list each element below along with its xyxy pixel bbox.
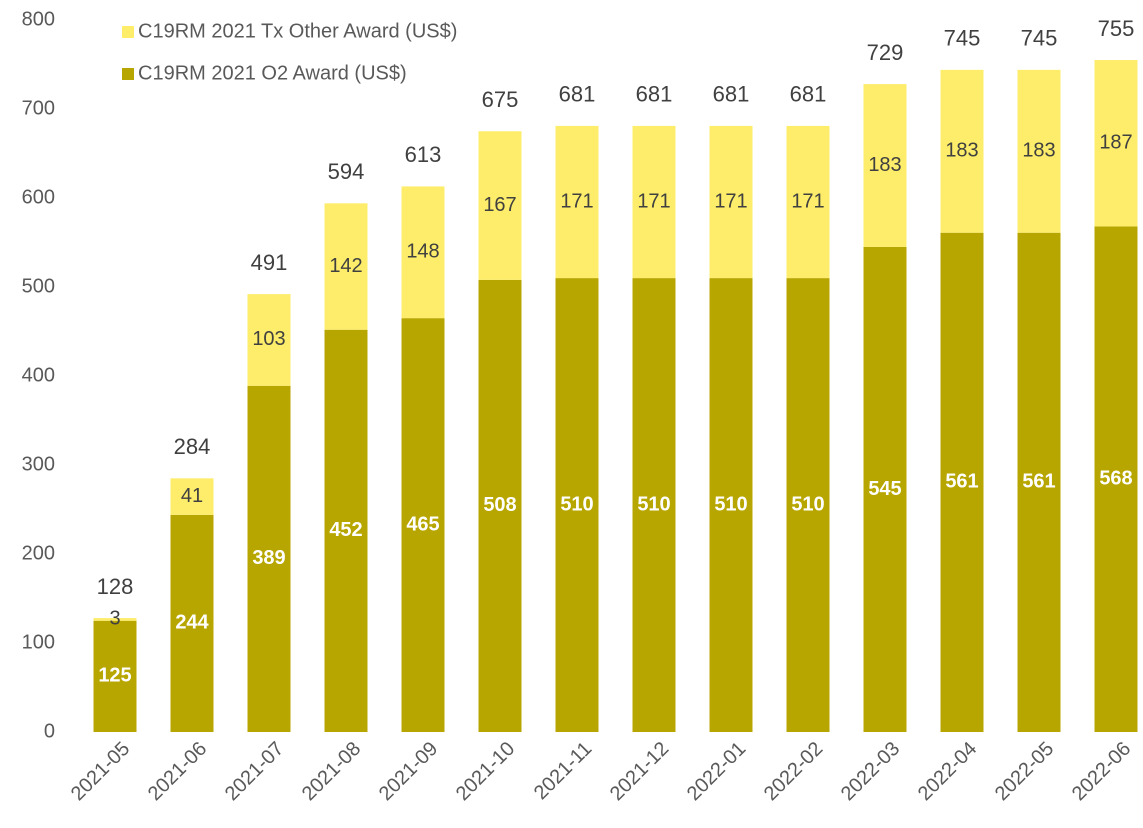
bar-segment (709, 125, 753, 279)
x-tick-label: 2022-06 (1068, 738, 1135, 805)
value-label: 510 (791, 493, 824, 515)
x-tick-label: 2021-11 (530, 738, 596, 804)
value-label: 183 (945, 140, 978, 162)
bar-segment (709, 278, 753, 732)
bar-segment (324, 329, 368, 732)
legend-label: C19RM 2021 O2 Award (US$) (138, 62, 407, 84)
total-label: 128 (97, 574, 134, 599)
bar-segment (1017, 232, 1061, 732)
x-tick-label: 2022-05 (991, 738, 1058, 805)
value-label: 561 (945, 471, 978, 493)
value-label: 125 (98, 665, 131, 687)
value-label: 510 (637, 493, 670, 515)
total-label: 729 (867, 40, 904, 65)
bar-segment (1017, 69, 1061, 233)
value-label: 41 (181, 485, 203, 507)
total-label: 594 (328, 159, 365, 184)
value-label: 3 (109, 608, 120, 630)
bar-segment (555, 125, 599, 279)
x-tick-label: 2021-12 (606, 738, 673, 805)
total-label: 675 (482, 87, 519, 112)
bar-segment (940, 69, 984, 233)
bar-segment (170, 514, 214, 732)
bar-segment (478, 279, 522, 732)
bar-segment (478, 131, 522, 280)
x-tick-label: 2021-08 (298, 738, 365, 805)
x-tick-label: 2022-04 (914, 738, 981, 805)
y-tick-label: 300 (22, 453, 55, 475)
x-tick-label: 2021-05 (67, 738, 134, 805)
bar-segment (632, 125, 676, 279)
value-label: 142 (329, 255, 362, 277)
value-label: 171 (791, 190, 824, 212)
value-label: 568 (1099, 468, 1132, 490)
total-label: 745 (944, 26, 981, 51)
total-label: 755 (1098, 16, 1135, 41)
legend-swatch (122, 26, 134, 38)
value-label: 187 (1099, 132, 1132, 154)
bar-segment (863, 84, 907, 247)
bar-segment (93, 618, 137, 621)
value-label: 244 (175, 612, 209, 634)
bar-segment (401, 186, 445, 319)
x-tick-label: 2021-09 (375, 738, 442, 805)
y-tick-label: 600 (22, 186, 55, 208)
y-tick-label: 500 (22, 275, 55, 297)
bar-segment (401, 318, 445, 732)
y-tick-label: 0 (44, 720, 55, 742)
value-label: 389 (252, 547, 285, 569)
bar-segment (555, 278, 599, 732)
bar-segment (1094, 60, 1138, 227)
x-tick-label: 2021-06 (144, 738, 211, 805)
total-label: 613 (405, 142, 442, 167)
bar-segment (93, 620, 137, 732)
x-tick-label: 2021-10 (452, 738, 519, 805)
value-label: 183 (1022, 140, 1055, 162)
bar-segment (940, 232, 984, 732)
bar-segment (324, 203, 368, 330)
bar-segment (247, 385, 291, 732)
y-tick-label: 200 (22, 542, 55, 564)
total-label: 681 (636, 82, 673, 107)
bar-segment (863, 246, 907, 732)
value-label: 508 (483, 494, 516, 516)
bar-segment (632, 278, 676, 732)
y-tick-label: 400 (22, 364, 55, 386)
value-label: 171 (714, 190, 747, 212)
bar-segment (1094, 226, 1138, 733)
total-label: 745 (1021, 26, 1058, 51)
total-label: 681 (713, 82, 750, 107)
value-label: 103 (252, 328, 285, 350)
value-label: 167 (483, 194, 516, 216)
legend-label: C19RM 2021 Tx Other Award (US$) (138, 20, 457, 42)
total-label: 284 (174, 434, 211, 459)
y-tick-label: 100 (22, 631, 55, 653)
total-label: 681 (559, 82, 596, 107)
value-label: 183 (868, 154, 901, 176)
value-label: 171 (560, 190, 593, 212)
bar-segment (247, 294, 291, 386)
bar-segment (786, 125, 830, 279)
bar-segment (170, 478, 214, 515)
value-label: 545 (868, 478, 901, 500)
total-label: 491 (251, 250, 288, 275)
y-tick-label: 700 (22, 97, 55, 119)
value-label: 452 (329, 519, 362, 541)
value-label: 510 (714, 493, 747, 515)
value-label: 510 (560, 493, 593, 515)
x-tick-label: 2021-07 (221, 738, 288, 805)
bar-segment (786, 278, 830, 732)
value-label: 171 (637, 190, 670, 212)
x-tick-label: 2022-03 (837, 738, 904, 805)
x-tick-label: 2022-02 (760, 738, 827, 805)
value-label: 465 (406, 513, 439, 535)
total-label: 681 (790, 82, 827, 107)
x-tick-label: 2022-01 (683, 738, 750, 805)
y-tick-label: 800 (22, 8, 55, 30)
value-label: 561 (1022, 471, 1055, 493)
value-label: 148 (406, 241, 439, 263)
legend-swatch (122, 68, 134, 80)
